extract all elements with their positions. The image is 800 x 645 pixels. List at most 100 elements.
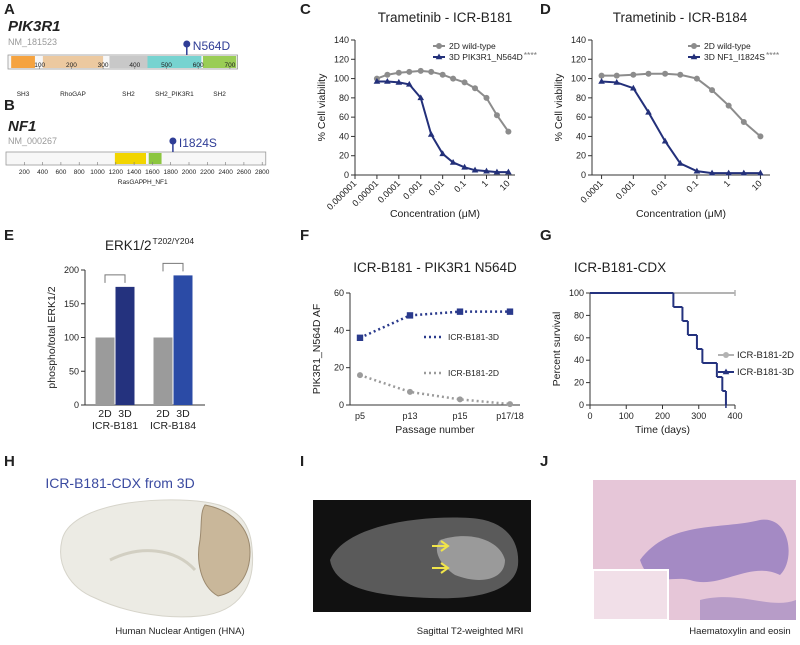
point (373, 77, 381, 84)
x-tick-label: 400 (727, 411, 742, 421)
point (357, 372, 363, 379)
curve (601, 80, 761, 175)
legend-marker (690, 53, 698, 60)
point (505, 168, 512, 175)
point (693, 75, 700, 82)
point (598, 77, 605, 84)
mutation-label: I1824S (179, 136, 217, 150)
point (613, 78, 621, 85)
x-tick-label: 3D (118, 408, 132, 420)
chart-title: Trametinib - ICR-B181 (378, 10, 513, 25)
point (757, 169, 764, 176)
y-axis-label: % Cell viability (553, 73, 565, 141)
x-tick-label: p17/18 (496, 411, 524, 421)
point (693, 167, 701, 174)
point (725, 102, 732, 109)
y-axis-label: Percent survival (551, 312, 563, 387)
point (708, 169, 716, 176)
axis-tick-label: 700 (224, 62, 235, 69)
group-label: ICR-B184 (150, 420, 196, 432)
domain (11, 56, 35, 68)
point (395, 78, 403, 85)
point (450, 75, 457, 82)
y-tick-label: 140 (334, 35, 349, 45)
x-tick-label: 0.0001 (376, 178, 403, 205)
y-tick-label: 100 (334, 74, 349, 84)
curve (376, 80, 509, 174)
axis-tick-label: 1000 (90, 169, 105, 176)
point (449, 158, 457, 165)
x-tick-label: 0.01 (649, 178, 668, 197)
chart-title: ICR-B181 - PIK3R1 N564D (353, 260, 517, 275)
point (356, 334, 364, 341)
y-tick-label: 120 (571, 54, 586, 64)
legend-label: ICR-B181-3D (448, 332, 499, 342)
point (676, 159, 684, 166)
panel-letter: I (300, 453, 304, 470)
y-tick-label: 20 (334, 363, 344, 373)
point (506, 308, 514, 315)
y-tick-label: 40 (334, 325, 344, 335)
legend-marker (722, 368, 730, 375)
x-tick-label: 0.001 (614, 178, 637, 201)
y-tick-label: 0 (339, 400, 344, 410)
x-tick-label: 2D (156, 408, 170, 420)
axis-tick-label: 2000 (182, 169, 197, 176)
legend-marker (435, 53, 443, 60)
chart-title: Trametinib - ICR-B184 (613, 10, 748, 25)
domain (202, 56, 237, 68)
point (384, 71, 391, 78)
legend-label: 3D PIK3R1_N564D (449, 52, 523, 62)
axis-tick-label: 1400 (127, 169, 142, 176)
axis-tick-label: 1200 (109, 169, 124, 176)
point (645, 70, 652, 77)
axis-tick-label: 2400 (218, 169, 233, 176)
axis-tick-label: 800 (74, 169, 85, 176)
point (406, 68, 413, 75)
axis-tick-label: 600 (193, 62, 204, 69)
y-tick-label: 40 (339, 131, 349, 141)
chart-title-superscript: T202/Y204 (153, 236, 195, 246)
x-tick-label: 1 (721, 178, 732, 189)
point (740, 118, 747, 125)
panel-letter: A (4, 1, 15, 18)
axis-tick-label: 600 (55, 169, 66, 176)
domain (109, 56, 148, 68)
point (427, 131, 435, 137)
y-tick-label: 60 (339, 112, 349, 122)
y-tick-label: 40 (574, 355, 584, 365)
line (359, 373, 511, 406)
x-tick-label: 2D (98, 408, 112, 420)
point (598, 72, 605, 79)
bar (95, 337, 115, 405)
gene-name: NF1 (8, 118, 36, 135)
legend-label: ICR-B181-2D (448, 368, 499, 378)
y-tick-label: 0 (344, 170, 349, 180)
axis-tick-label: 400 (37, 169, 48, 176)
image-caption: Human Nuclear Antigen (HNA) (115, 626, 244, 637)
curve (601, 72, 762, 138)
point (439, 71, 446, 78)
he-image (592, 480, 796, 621)
point (630, 71, 637, 78)
point (757, 133, 764, 140)
significance-bracket (162, 262, 184, 272)
point (507, 401, 513, 408)
x-tick-label: 0 (587, 411, 592, 421)
y-tick-label: 40 (576, 131, 586, 141)
mri-image (313, 500, 531, 612)
x-tick-label: p13 (402, 411, 417, 421)
panel-letter: H (4, 453, 15, 470)
domain-label: RasGAP (118, 179, 143, 186)
y-tick-label: 20 (576, 151, 586, 161)
legend-label: 2D wild-type (704, 41, 751, 51)
x-tick-label: 0.0001 (578, 178, 605, 205)
point (613, 72, 620, 79)
x-tick-label: 100 (619, 411, 634, 421)
y-tick-label: 120 (334, 54, 349, 64)
point (662, 70, 669, 77)
point (472, 85, 479, 92)
legend-label: 3D NF1_I1824S (704, 52, 765, 62)
domain-label: SH2_PIK3R1 (155, 91, 194, 98)
point (493, 112, 500, 119)
